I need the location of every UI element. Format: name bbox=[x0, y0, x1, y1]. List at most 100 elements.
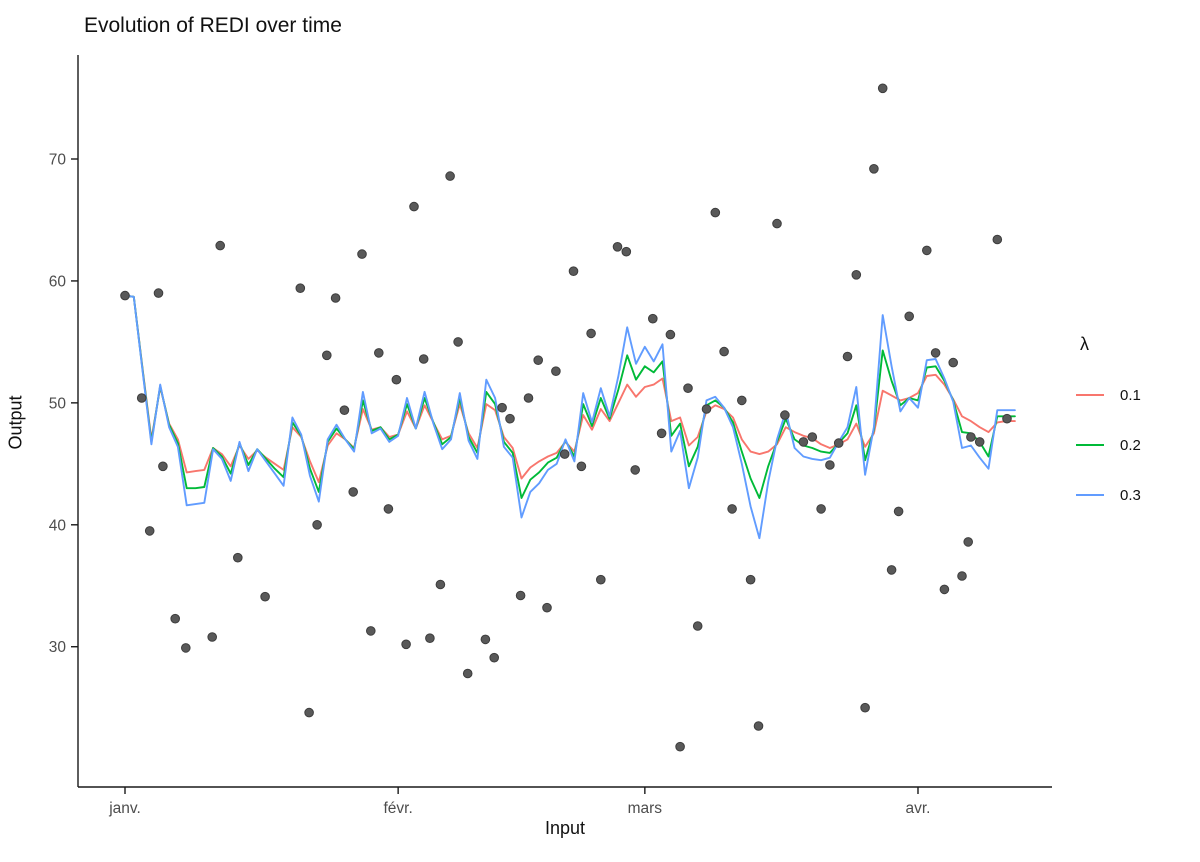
scatter-point bbox=[215, 240, 225, 251]
scatter-point bbox=[701, 404, 712, 414]
scatter-point bbox=[630, 465, 641, 475]
scatter-point bbox=[745, 574, 756, 585]
scatter-point bbox=[559, 449, 570, 459]
scatter-point bbox=[719, 346, 729, 357]
scatter-point bbox=[939, 584, 950, 595]
legend-entry-0.1: 0.1 bbox=[1076, 383, 1141, 407]
scatter-point bbox=[312, 520, 322, 530]
scatter-point bbox=[692, 621, 703, 631]
y-tick-label: 40 bbox=[49, 517, 67, 534]
scatter-point bbox=[780, 410, 790, 420]
scatter-point bbox=[957, 571, 967, 581]
scatter-point bbox=[170, 613, 180, 624]
x-tick-label: mars bbox=[628, 800, 663, 817]
scatter-point bbox=[136, 393, 147, 403]
scatter-point bbox=[233, 552, 243, 563]
scatter-point bbox=[586, 328, 596, 339]
x-axis-title: Input bbox=[544, 818, 586, 838]
scatter-point bbox=[383, 504, 394, 514]
legend-entry-label: 0.3 bbox=[1120, 486, 1141, 504]
scatter-point bbox=[462, 668, 473, 679]
scatter-point bbox=[480, 634, 491, 645]
scatter-point bbox=[181, 643, 191, 653]
scatter-point bbox=[683, 383, 693, 394]
legend-title: λ bbox=[1080, 334, 1089, 354]
legend-key-line-0.2 bbox=[1076, 444, 1104, 446]
legend: λ 0.1 0.2 0.3 bbox=[1076, 334, 1141, 533]
scatter-point bbox=[753, 721, 764, 731]
y-axis-title: Output bbox=[5, 395, 26, 450]
scatter-point bbox=[710, 207, 721, 218]
scatter-point bbox=[893, 506, 904, 517]
y-tick-label: 50 bbox=[49, 395, 67, 412]
scatter-point bbox=[621, 246, 632, 257]
scatter-point bbox=[1002, 413, 1012, 424]
scatter-point bbox=[833, 438, 844, 448]
scatter-point bbox=[523, 393, 534, 403]
scatter-point bbox=[737, 395, 747, 406]
scatter-point bbox=[445, 171, 455, 181]
scatter-point bbox=[816, 504, 826, 514]
scatter-point bbox=[992, 234, 1003, 245]
scatter-point bbox=[357, 249, 367, 259]
legend-entry-0.2: 0.2 bbox=[1076, 433, 1141, 457]
scatter-point bbox=[851, 270, 862, 280]
scatter-point bbox=[542, 602, 552, 613]
scatter-point bbox=[922, 245, 932, 256]
y-tick-label: 60 bbox=[49, 273, 67, 290]
scatter-point bbox=[348, 487, 359, 497]
scatter-point bbox=[207, 632, 217, 642]
scatter-point bbox=[409, 201, 419, 212]
scatter-point bbox=[339, 405, 350, 416]
legend-key-line-0.1 bbox=[1076, 394, 1104, 396]
x-tick-label: janv. bbox=[108, 800, 141, 817]
scatter-point bbox=[401, 639, 411, 650]
scatter-point bbox=[568, 266, 579, 277]
scatter-point bbox=[260, 591, 270, 602]
scatter-point bbox=[418, 354, 429, 364]
scatter-point bbox=[727, 504, 737, 514]
scatter-point bbox=[860, 702, 870, 713]
scatter-point bbox=[963, 537, 974, 547]
scatter-point bbox=[877, 83, 888, 94]
scatter-point bbox=[391, 374, 402, 385]
scatter-point bbox=[675, 741, 685, 752]
scatter-point bbox=[435, 579, 446, 590]
y-tick-label: 30 bbox=[49, 639, 67, 656]
scatter-point bbox=[869, 164, 879, 174]
scatter-point bbox=[515, 590, 526, 601]
scatter-point bbox=[497, 402, 507, 413]
scatter-point bbox=[505, 413, 515, 424]
scatter-point bbox=[665, 329, 676, 340]
scatter-point bbox=[453, 337, 463, 347]
scatter-point bbox=[144, 526, 155, 536]
scatter-point bbox=[612, 242, 623, 252]
scatter-point bbox=[120, 290, 130, 301]
scatter-point bbox=[904, 311, 915, 322]
scatter-point bbox=[842, 351, 853, 362]
scatter-point bbox=[948, 357, 959, 368]
scatter-point bbox=[330, 293, 341, 303]
scatter-point bbox=[576, 461, 587, 472]
scatter-point bbox=[158, 461, 168, 472]
scatter-point bbox=[304, 707, 314, 718]
scatter-point bbox=[366, 626, 376, 636]
y-tick-label: 70 bbox=[49, 152, 67, 169]
x-tick-label: avr. bbox=[905, 800, 930, 817]
scatter-point bbox=[974, 437, 985, 447]
scatter-point bbox=[596, 574, 606, 585]
scatter-point bbox=[533, 355, 544, 366]
scatter-point bbox=[966, 432, 976, 442]
legend-entry-0.3: 0.3 bbox=[1076, 483, 1141, 507]
plot-title: Evolution of REDI over time bbox=[84, 14, 342, 37]
scatter-point bbox=[153, 288, 164, 298]
scatter-point bbox=[825, 460, 835, 470]
scatter-point bbox=[772, 218, 782, 229]
scatter-point bbox=[489, 652, 500, 663]
scatter-point bbox=[551, 366, 561, 377]
scatter-point bbox=[798, 437, 809, 447]
legend-entry-label: 0.1 bbox=[1120, 386, 1141, 404]
scatter-point bbox=[656, 428, 667, 439]
scatter-point bbox=[648, 313, 658, 324]
